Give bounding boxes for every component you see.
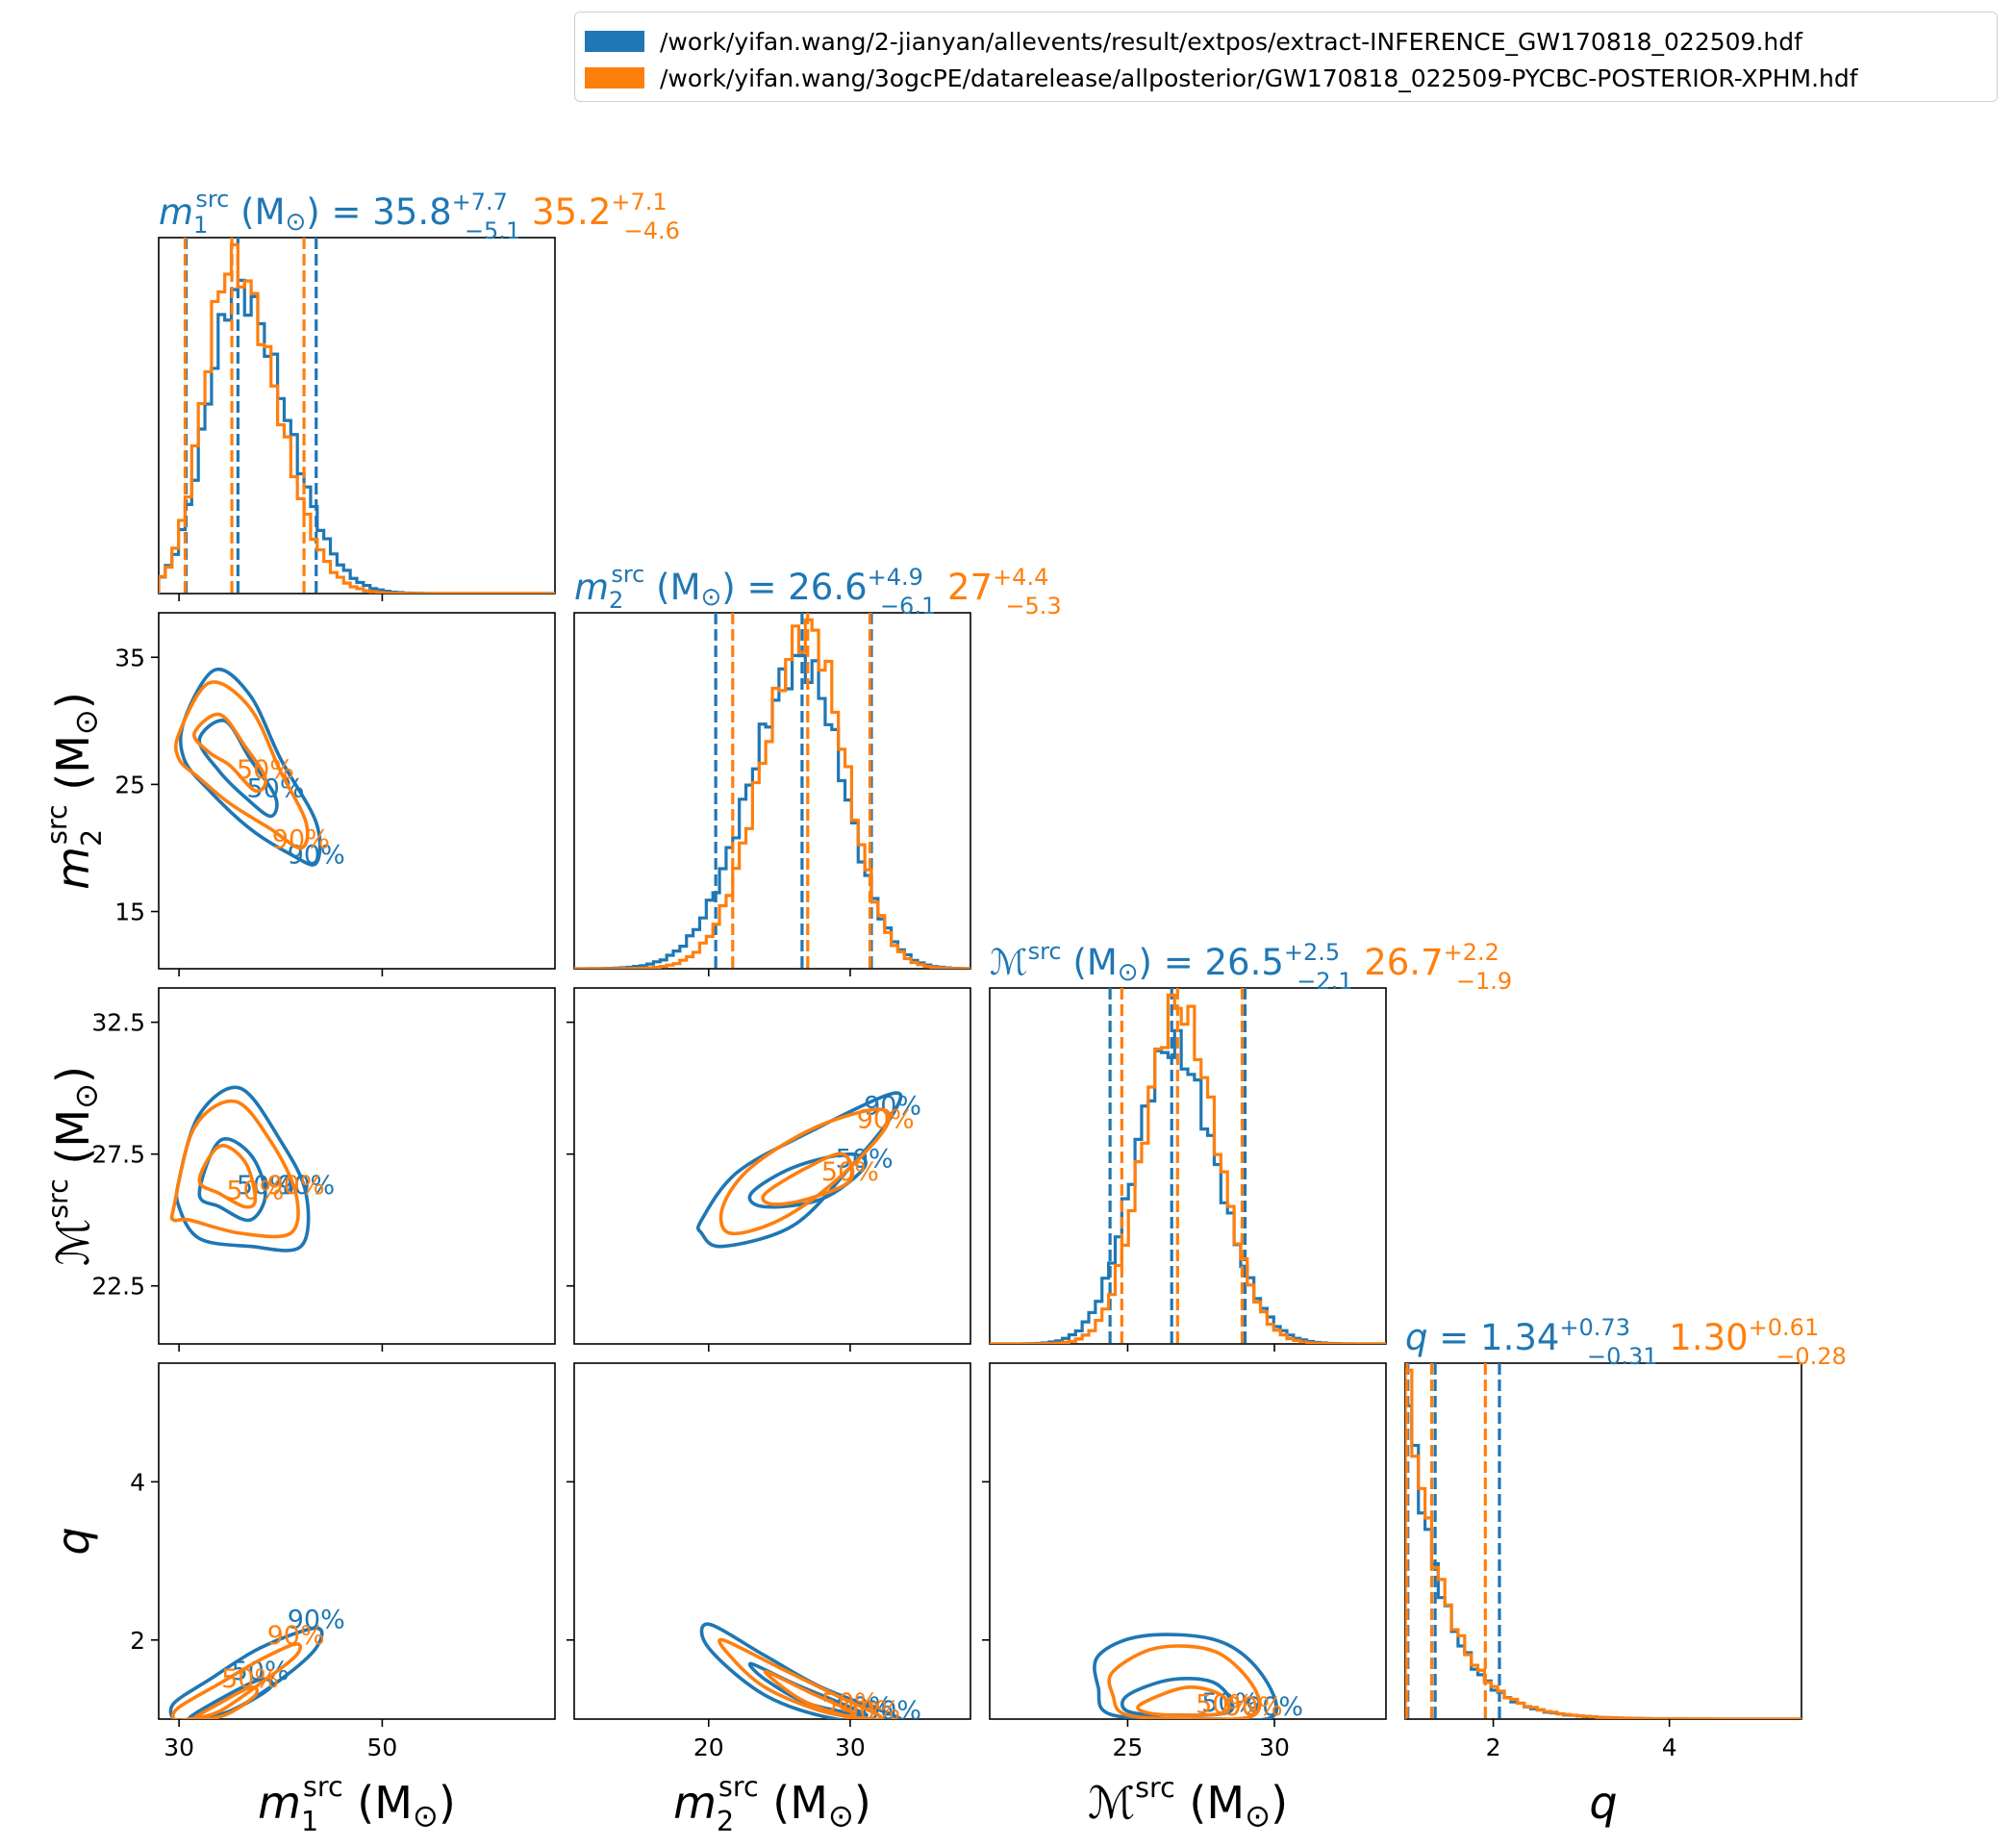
x-tick-label: 30 (835, 1734, 866, 1761)
y-tick-label: 2 (130, 1627, 145, 1655)
histogram-panel-mc (989, 987, 1387, 1345)
contour-panel-mc-q (989, 1362, 1387, 1720)
axis-label-mc: ℳsrc (M⊙) (42, 1066, 104, 1266)
contour-c50-m1-mc-1 (197, 1144, 258, 1209)
histogram-mc-series-1 (990, 993, 1386, 1344)
contour-label: 90% (864, 1092, 921, 1122)
histogram-panel-q (1404, 1362, 1802, 1720)
histogram-m2-series-1 (574, 618, 970, 969)
x-tick-label: 2 (1486, 1734, 1501, 1761)
y-tick-label: 27.5 (91, 1141, 145, 1169)
y-tick-label: 22.5 (91, 1273, 145, 1301)
contour-label: 50% (1196, 1689, 1253, 1719)
contour-c90-mc-q-1 (1107, 1644, 1262, 1719)
x-tick-label: 30 (164, 1734, 194, 1761)
panel-title-q: q = 1.34+0.73 −0.31 1.30+0.61 −0.28 (1405, 1314, 1847, 1370)
contour-panel-m1-mc (158, 987, 556, 1345)
x-tick-label: 4 (1662, 1734, 1677, 1761)
contour-label: 50% (821, 1688, 879, 1718)
contour-c90-m1-m2-1 (174, 680, 310, 850)
contour-label: 90% (857, 1104, 915, 1134)
y-tick-label: 15 (114, 899, 145, 926)
panel-title-m1: m1src (M⊙) = 35.8+7.7 −5.1 35.2+7.1 −4.6 (159, 186, 680, 244)
axis-label-q: q (47, 1527, 99, 1555)
contour-c50-m2-mc-1 (761, 1152, 855, 1206)
contour-c90-m1-m2-0 (178, 667, 322, 867)
contour-c90-m1-mc-1 (169, 1099, 300, 1239)
axis-label-m1: m1src (M⊙) (258, 1771, 456, 1837)
contour-panel-m2-q (573, 1362, 971, 1720)
contour-label: 50% (836, 1144, 894, 1174)
contour-c50-m1-m2-1 (192, 712, 268, 794)
y-tick-label: 32.5 (91, 1009, 145, 1037)
contour-label: 90% (864, 1696, 921, 1726)
x-tick-label: 25 (1113, 1734, 1144, 1761)
legend-swatch-blue (585, 31, 644, 52)
histogram-panel-m1 (158, 237, 556, 595)
histogram-q-series-0 (1405, 1404, 1801, 1719)
contour-label: 90% (267, 1621, 325, 1651)
histogram-mc-series-0 (990, 1028, 1386, 1344)
contour-c50-m1-mc-0 (197, 1137, 267, 1223)
histogram-q-series-1 (1405, 1368, 1801, 1719)
legend: /work/yifan.wang/2-jianyan/allevents/res… (574, 12, 1998, 102)
histogram-m1-series-1 (159, 242, 555, 594)
contour-label: 50% (221, 1664, 279, 1694)
contour-panel-m2-mc (573, 987, 971, 1345)
axis-label-q: q (1589, 1777, 1617, 1829)
contour-c90-m2-q-1 (718, 1637, 884, 1719)
axis-label-mc: ℳsrc (M⊙) (1088, 1772, 1288, 1834)
histogram-panel-m2 (573, 612, 971, 970)
panel-title-mc: ℳsrc (M⊙) = 26.5+2.5 −2.1 26.7+2.2 −1.9 (990, 938, 1512, 995)
contour-label: 90% (277, 1171, 335, 1201)
contour-panel-m1-q (158, 1362, 556, 1720)
contour-label: 50% (1201, 1688, 1259, 1718)
x-tick-label: 30 (1259, 1734, 1290, 1761)
contour-label: 50% (237, 1171, 294, 1201)
histogram-m1-series-0 (159, 278, 555, 594)
legend-entry: /work/yifan.wang/3ogcPE/datarelease/allp… (585, 61, 1858, 95)
y-tick-label: 4 (130, 1468, 145, 1496)
contour-c90-m1-q-1 (170, 1642, 303, 1719)
contour-c50-mc-q-0 (1120, 1677, 1235, 1717)
contour-c50-m2-q-1 (763, 1669, 855, 1718)
panel-title-m2: m2src (M⊙) = 26.6+4.9 −6.1 27+4.4 −5.3 (574, 561, 1062, 620)
contour-label: 90% (267, 1171, 325, 1201)
contour-c50-m1-q-0 (187, 1677, 274, 1719)
contour-c90-mc-q-0 (1093, 1633, 1279, 1719)
contour-c90-m2-mc-1 (718, 1107, 892, 1236)
contour-label: 90% (288, 840, 345, 870)
x-tick-label: 20 (693, 1734, 724, 1761)
contour-label: 90% (1225, 1692, 1283, 1722)
contour-c50-mc-q-1 (1136, 1685, 1231, 1717)
contour-label: 90% (288, 1605, 345, 1634)
contour-c90-m2-q-0 (699, 1622, 903, 1719)
legend-entry: /work/yifan.wang/2-jianyan/allevents/res… (585, 24, 1802, 59)
axis-label-m2: m2src (M⊙) (673, 1771, 871, 1837)
contour-label: 50% (821, 1157, 879, 1187)
contour-label: 90% (272, 824, 330, 854)
contour-label: 50% (226, 1176, 284, 1205)
y-tick-label: 35 (114, 644, 145, 671)
contour-c50-m2-mc-0 (747, 1152, 868, 1209)
y-tick-label: 25 (114, 771, 145, 798)
legend-swatch-orange (585, 67, 644, 89)
contour-panel-m1-m2 (158, 612, 556, 970)
contour-c90-m1-mc-0 (174, 1085, 311, 1253)
x-tick-label: 50 (367, 1734, 398, 1761)
contour-c50-m1-q-1 (192, 1685, 260, 1719)
legend-label: /work/yifan.wang/2-jianyan/allevents/res… (660, 27, 1802, 56)
axis-label-m2: m2src (M⊙) (41, 692, 108, 890)
legend-label: /work/yifan.wang/3ogcPE/datarelease/allp… (660, 63, 1858, 92)
contour-label: 50% (237, 755, 294, 785)
